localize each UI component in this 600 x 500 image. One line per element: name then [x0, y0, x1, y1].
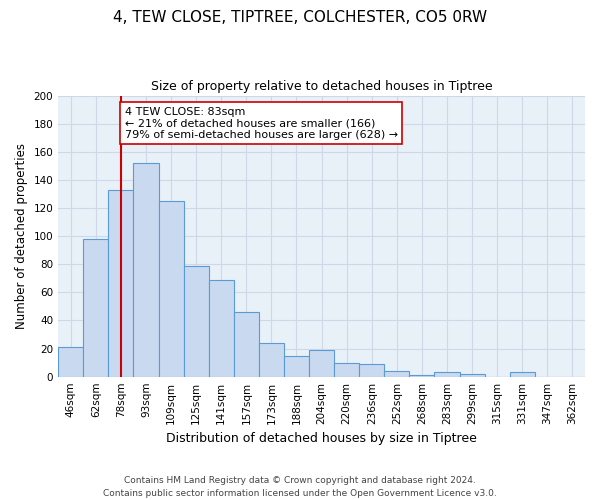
Bar [109, 190, 133, 376]
Bar [284, 356, 309, 376]
Bar [158, 201, 184, 376]
Title: Size of property relative to detached houses in Tiptree: Size of property relative to detached ho… [151, 80, 493, 93]
Bar [359, 364, 385, 376]
Bar [234, 312, 259, 376]
Bar [434, 372, 460, 376]
Text: Contains HM Land Registry data © Crown copyright and database right 2024.
Contai: Contains HM Land Registry data © Crown c… [103, 476, 497, 498]
Text: 4, TEW CLOSE, TIPTREE, COLCHESTER, CO5 0RW: 4, TEW CLOSE, TIPTREE, COLCHESTER, CO5 0… [113, 10, 487, 25]
Bar [58, 347, 83, 376]
X-axis label: Distribution of detached houses by size in Tiptree: Distribution of detached houses by size … [166, 432, 477, 445]
Bar [259, 343, 284, 376]
Bar [460, 374, 485, 376]
Bar [83, 239, 109, 376]
Y-axis label: Number of detached properties: Number of detached properties [15, 143, 28, 329]
Bar [309, 350, 334, 376]
Bar [133, 163, 158, 376]
Bar [209, 280, 234, 376]
Text: 4 TEW CLOSE: 83sqm
← 21% of detached houses are smaller (166)
79% of semi-detach: 4 TEW CLOSE: 83sqm ← 21% of detached hou… [125, 107, 398, 140]
Bar [334, 362, 359, 376]
Bar [184, 266, 209, 376]
Bar [510, 372, 535, 376]
Bar [385, 371, 409, 376]
